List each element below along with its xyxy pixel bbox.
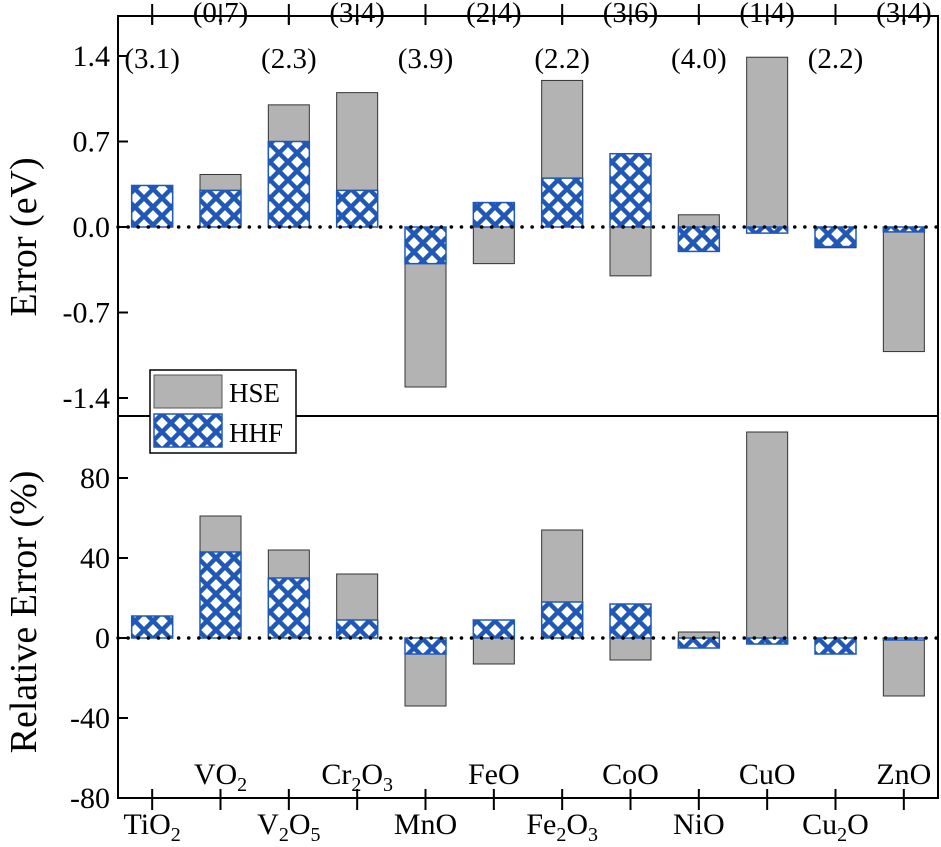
bottom-panel-hhf-bar-fe2o3	[540, 601, 584, 639]
bottom-panel-hhf-bar-mno	[404, 637, 447, 655]
bottom-panel-y-tick-label: 40	[80, 542, 110, 575]
x-label-mno: MnO	[394, 808, 457, 841]
bottom-panel-frame	[117, 415, 939, 799]
bottom-panel-y-tick-label: -40	[70, 702, 110, 735]
bottom-panel-hhf-bar-cuo	[745, 637, 789, 645]
top-panel-hhf-bar-cuo	[745, 226, 789, 234]
band-gap-annotation-zno: (3.4)	[876, 0, 932, 29]
bottom-panel-hhf-bar-coo	[609, 603, 652, 639]
band-gap-annotation-v2o5: (2.3)	[261, 43, 317, 75]
top-panel-hse-bar-cuo	[746, 56, 789, 228]
bottom-panel-bars	[130, 431, 926, 707]
band-gap-annotation-tio2: (3.1)	[124, 43, 180, 75]
top-panel-y-tick-label: 0.7	[73, 126, 111, 159]
top-panel-y-axis-label: Error (eV)	[3, 157, 45, 316]
band-gap-annotation-feo: (2.4)	[466, 0, 522, 29]
band-gap-annotation-mno: (3.9)	[398, 43, 454, 75]
legend-label-hhf: HHF	[229, 418, 283, 448]
bottom-panel-y-tick-label: 0	[95, 622, 110, 655]
x-label-tio2: TiO2	[124, 808, 181, 846]
top-panel-y-tick-label: 1.4	[73, 40, 111, 73]
x-label-v2o5: V2O5	[257, 808, 320, 846]
top-panel-hhf-bar-coo	[609, 152, 652, 228]
band-gap-annotation-cuo: (1.4)	[739, 0, 795, 29]
top-panel-hse-bar-nio	[677, 214, 720, 228]
top-panel-hhf-bar-cu2o	[814, 226, 857, 248]
x-label-nio: NiO	[673, 808, 725, 841]
x-label-cu2o: Cu2O	[802, 808, 869, 846]
x-label-cr2o3: Cr2O3	[321, 758, 393, 796]
top-panel-y-tick-label: 0.0	[73, 211, 111, 244]
x-label-coo: CoO	[602, 758, 659, 791]
top-panel-hhf-bar-nio	[677, 226, 721, 253]
band-gap-annotation-fe2o3: (2.2)	[534, 43, 590, 75]
bottom-panel-hhf-bar-feo	[472, 619, 516, 639]
bottom-panel-hhf-bar-v2o5	[267, 577, 311, 639]
top-panel-hse-bar-zno	[882, 226, 925, 353]
bottom-panel-hhf-bar-cu2o	[814, 637, 857, 655]
x-label-feo: FeO	[468, 758, 520, 791]
top-panel-bars	[130, 56, 926, 388]
legend-label-hse: HSE	[229, 378, 280, 408]
axis-ticks: 1.4 0.7 0.0 -0.7 -1.4 80 40 0 -40 -80	[63, 4, 905, 815]
bottom-panel-hhf-bar-nio	[677, 637, 721, 649]
bottom-panel-y-tick-label: 80	[80, 462, 110, 495]
x-label-fe2o3: Fe2O3	[526, 808, 598, 846]
top-panel-hhf-bar-vo2	[199, 189, 242, 228]
band-gap-annotation-nio: (4.0)	[671, 43, 727, 75]
legend-swatch-hse	[153, 374, 223, 409]
top-panel-hse-bar-feo	[472, 226, 515, 265]
bottom-panel-y-axis-label: Relative Error (%)	[3, 471, 45, 754]
top-panel-hhf-bar-v2o5	[267, 140, 311, 228]
bottom-panel-hhf-bar-cr2o3	[335, 619, 379, 639]
bottom-panel-hhf-bar-vo2	[199, 551, 242, 639]
bottom-panel-y-tick-label: -80	[70, 782, 110, 815]
x-label-cuo: CuO	[739, 758, 796, 791]
bottom-panel-hse-bar-zno	[882, 637, 925, 697]
top-panel-hse-bar-coo	[609, 226, 652, 277]
top-panel-hhf-bar-cr2o3	[335, 189, 379, 228]
x-label-vo2: VO2	[194, 758, 247, 796]
top-panel-hhf-bar-tio2	[130, 184, 174, 228]
bottom-panel-hse-bar-feo	[472, 637, 515, 665]
top-panel-hhf-bar-mno	[404, 226, 447, 265]
top-panel-hhf-bar-zno	[882, 226, 926, 233]
band-gap-annotation-coo: (3.6)	[603, 0, 659, 29]
x-label-zno: ZnO	[876, 758, 931, 791]
top-panel-y-tick-label: -0.7	[63, 297, 111, 330]
bottom-panel-hse-bar-cuo	[746, 431, 789, 639]
top-panel-y-tick-label: -1.4	[63, 382, 111, 415]
band-gap-annotation-cu2o: (2.2)	[808, 43, 864, 75]
top-panel-hhf-bar-feo	[472, 201, 516, 228]
band-gap-annotations: (3.1) (0.7) (2.3) (3.4) (3.9) (2.4) (2.2) (3.6)…	[124, 0, 931, 75]
axes-frame	[117, 15, 939, 799]
band-gap-annotation-vo2: (0.7)	[193, 0, 249, 29]
legend-swatch-hhf	[153, 413, 223, 448]
band-gap-annotation-cr2o3: (3.4)	[329, 0, 385, 29]
bottom-panel-hhf-bar-zno	[882, 637, 926, 641]
bottom-panel-hhf-bar-tio2	[130, 615, 174, 639]
top-panel-hhf-bar-fe2o3	[540, 177, 584, 228]
bottom-panel-hse-bar-coo	[609, 637, 652, 661]
legend: HSE HHF	[149, 369, 297, 454]
